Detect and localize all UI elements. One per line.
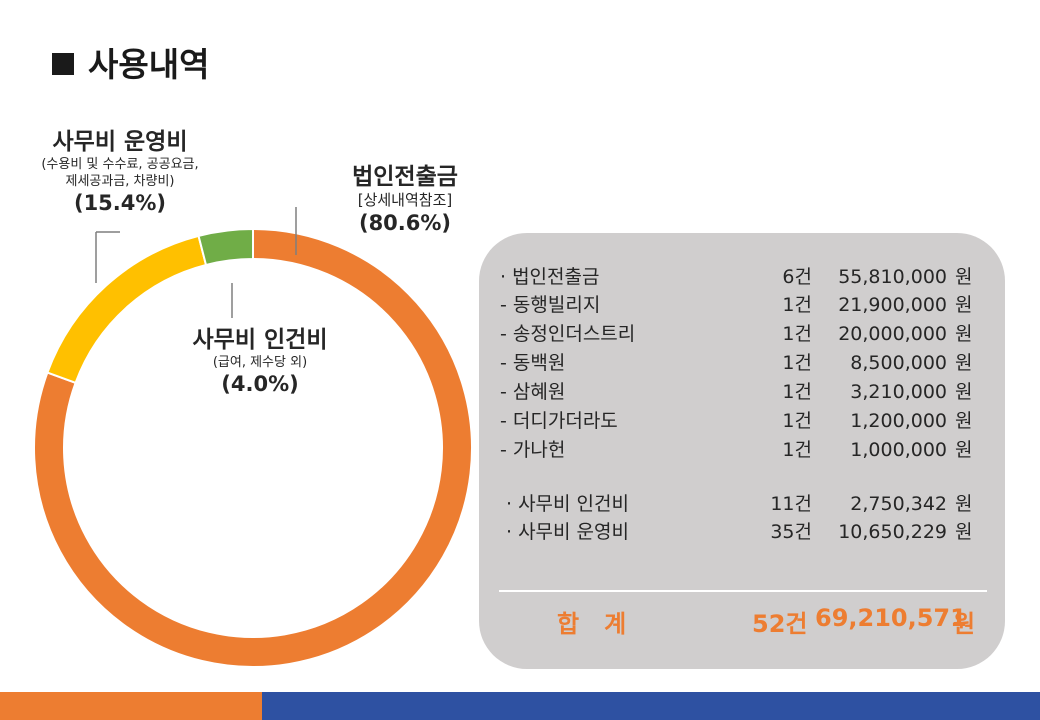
detail-row-amount: 20,000,000 <box>838 323 947 345</box>
detail-row-unit: 원 <box>955 323 973 345</box>
label-operating-sub: (수용비 및 수수료, 공공요금, <box>41 157 199 172</box>
detail-row-name: - 동행빌리지 <box>500 294 601 316</box>
detail-row-unit: 원 <box>955 493 973 515</box>
detail-row-amount: 3,210,000 <box>850 381 947 403</box>
detail-row-unit: 원 <box>955 410 973 432</box>
detail-row-count: 11건 <box>770 493 812 515</box>
detail-row-name: - 송정인더스트리 <box>500 323 636 345</box>
detail-row-unit: 원 <box>955 439 973 461</box>
label-personnel-pct: (4.0%) <box>221 372 299 396</box>
detail-row-name: - 가나헌 <box>500 439 566 461</box>
label-corporate-name: 법인전출금 <box>352 164 458 190</box>
slice-personnel <box>197 227 254 267</box>
total-label: 합 계 <box>557 610 627 638</box>
detail-row-amount: 10,650,229 <box>838 521 947 543</box>
detail-row-unit: 원 <box>955 294 973 316</box>
detail-row-count: 1건 <box>782 294 812 316</box>
label-operating: 사무비 운영비 (수용비 및 수수료, 공공요금, 제세공과금, 차량비) (1… <box>0 128 240 216</box>
label-corporate-sub: [상세내역참조] <box>357 191 453 209</box>
detail-row-unit: 원 <box>955 521 973 543</box>
total-amount: 69,210,571 <box>815 604 967 632</box>
detail-row-amount: 55,810,000 <box>838 266 947 288</box>
label-operating-name: 사무비 운영비 <box>52 129 188 155</box>
detail-row-name: - 더디가더라도 <box>500 410 618 432</box>
detail-row-amount: 21,900,000 <box>838 294 947 316</box>
detail-row-amount: 1,000,000 <box>850 439 947 461</box>
detail-row-name: · 사무비 운영비 <box>506 521 629 543</box>
detail-row-count: 1건 <box>782 410 812 432</box>
total-count: 52건 <box>752 610 808 638</box>
label-personnel-name: 사무비 인건비 <box>192 327 328 353</box>
detail-row-count: 1건 <box>782 439 812 461</box>
detail-row-name: · 법인전출금 <box>500 266 600 288</box>
total-unit: 원 <box>953 610 976 638</box>
details-panel <box>479 233 1005 669</box>
detail-row-amount: 8,500,000 <box>850 352 947 374</box>
square-bullet-icon <box>52 52 74 75</box>
page-title: 사용내역 <box>52 38 209 86</box>
label-corporate-pct: (80.6%) <box>358 211 452 235</box>
detail-row-count: 35건 <box>770 521 812 543</box>
detail-row-amount: 1,200,000 <box>850 410 947 432</box>
detail-row-count: 6건 <box>782 266 812 288</box>
detail-row-name: · 사무비 인건비 <box>506 493 629 515</box>
total-divider <box>499 590 987 592</box>
detail-row-count: 1건 <box>782 323 812 345</box>
detail-row-count: 1건 <box>782 352 812 374</box>
label-corporate: 법인전출금 [상세내역참조] (80.6%) <box>330 163 480 236</box>
detail-row-unit: 원 <box>955 352 973 374</box>
label-operating-sub2: 제세공과금, 차량비) <box>65 174 175 189</box>
footer-bar-orange <box>0 692 262 720</box>
detail-row-name: - 동백원 <box>500 352 566 374</box>
detail-row-unit: 원 <box>955 266 973 288</box>
label-personnel: 사무비 인건비 (급여, 제수당 외) (4.0%) <box>170 326 350 397</box>
detail-row-count: 1건 <box>782 381 812 403</box>
footer-bar-blue <box>262 692 1040 720</box>
slice-corporate <box>33 227 473 668</box>
label-operating-pct: (15.4%) <box>73 191 167 215</box>
detail-row-unit: 원 <box>955 381 973 403</box>
label-personnel-sub: (급여, 제수당 외) <box>212 355 308 370</box>
detail-row-amount: 2,750,342 <box>850 493 947 515</box>
detail-row-name: - 삼혜원 <box>500 381 566 403</box>
